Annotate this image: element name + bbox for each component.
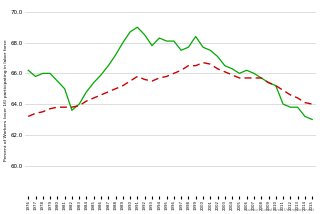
Y-axis label: Percent of Workers (over 16) participating in labor force: Percent of Workers (over 16) participati… [4, 39, 8, 161]
Text: Source:  Local Area Unemployment: Source: Local Area Unemployment [244, 208, 314, 212]
